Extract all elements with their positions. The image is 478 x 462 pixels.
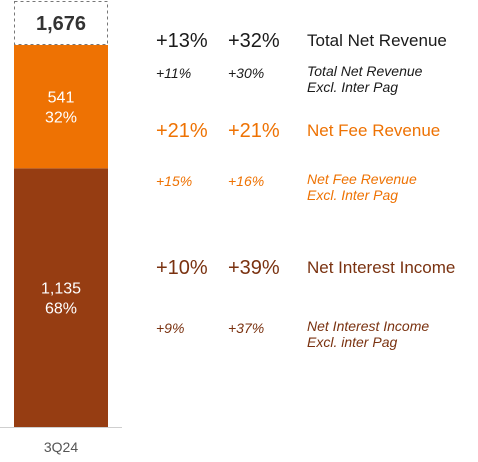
metric-label: Net Interest Income Excl. inter Pag [307, 318, 430, 350]
growth-qoq: +11% [156, 65, 192, 81]
growth-yoy: +32% [228, 30, 280, 52]
growth-yoy: +37% [228, 320, 265, 336]
x-tick-label: 3Q24 [44, 439, 78, 455]
segment-value-label-1: 541 [48, 90, 75, 107]
bar-segment-0 [14, 168, 108, 427]
growth-yoy: +39% [228, 257, 280, 279]
growth-qoq: +13% [156, 30, 208, 52]
segment-value-label-0: 1,135 [41, 281, 81, 298]
growth-qoq: +10% [156, 257, 208, 279]
growth-yoy: +21% [228, 120, 280, 142]
total-label: 1,676 [36, 13, 86, 35]
growth-yoy: +16% [228, 173, 265, 189]
growth-qoq: +9% [156, 320, 185, 336]
growth-yoy: +30% [228, 65, 265, 81]
segment-pct-label-1: 32% [45, 110, 77, 127]
metric-label: Total Net Revenue Excl. Inter Pag [307, 63, 423, 95]
segment-pct-label-0: 68% [45, 301, 77, 318]
total-box [14, 1, 108, 45]
bar-segment-1 [14, 45, 108, 169]
metric-label: Net Fee Revenue Excl. Inter Pag [307, 171, 417, 203]
metric-label: Total Net Revenue [307, 31, 447, 50]
growth-qoq: +15% [156, 173, 193, 189]
metric-label: Net Interest Income [307, 258, 456, 277]
growth-qoq: +21% [156, 120, 208, 142]
metric-label: Net Fee Revenue [307, 121, 441, 140]
